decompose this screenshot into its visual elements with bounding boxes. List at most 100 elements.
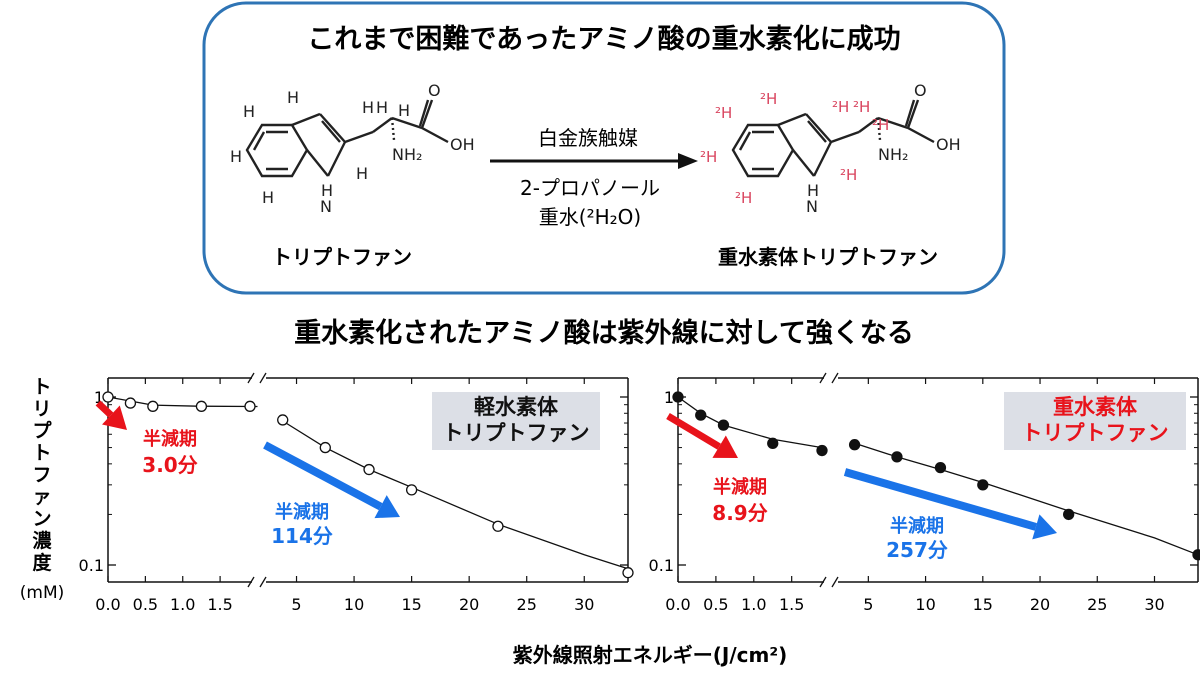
y-axis-label-char: リ [32,398,51,420]
atom-h: H [230,147,242,166]
atom-deuterium: ²H [832,98,849,116]
data-point [277,414,289,426]
x-tick-label: 1.5 [207,595,232,614]
data-point [147,400,159,412]
x-tick-label: 30 [1144,595,1164,614]
x-tick-label: 15 [973,595,993,614]
y-tick-label: 1 [664,388,674,407]
y-axis-label-char: ト [32,376,51,398]
atom-deuterium: ²H [735,189,752,207]
arrow-solvent: 2-プロパノール [520,176,660,200]
legend-label: トリプトファン [443,421,590,445]
legend-box [432,392,600,450]
subtitle: 重水素化されたアミノ酸は紫外線に対して強くなる [294,317,914,349]
data-point [672,391,684,403]
deuterated-tryptophan-structure [731,99,935,178]
tryptophan-structure [245,99,449,178]
atom-deuterium: ²H [840,166,857,184]
atom-h: H [356,164,368,183]
top-box [202,1,1006,295]
axis-break-mark [247,372,255,384]
data-point [816,444,828,457]
atom-nh2: NH₂ [878,145,908,164]
half-life-label: 半減期 [890,515,944,537]
x-tick-label: 10 [344,595,364,614]
data-point [195,400,208,412]
fit-curve [677,396,823,449]
axis-break-mark [831,576,839,588]
y-tick-label: 0.1 [79,556,104,575]
x-tick-label: 25 [517,595,537,614]
blue-arrow-head [1032,514,1057,540]
half-life-label: 半減期 [713,476,767,498]
tryptophan-atom-labels: H H H H H H H H O OH NH₂ H N [230,81,475,216]
atom-deuterium: ²H [872,116,889,134]
data-point [244,400,256,412]
deuterium-atom-labels: ²H ²H ²H ²H ²H ²H ²H ²H [700,90,889,207]
atom-h: H [321,181,333,200]
data-point [1063,508,1075,521]
x-axis-label: 紫外線照射エネルギー(J/cm²) [513,643,787,667]
x-tick-label: 5 [291,595,301,614]
x-tick-label: 0.5 [133,595,158,614]
half-life-label: 半減期 [143,428,197,450]
x-tick-label: 0.0 [665,595,690,614]
x-tick-label: 15 [401,595,421,614]
arrow-heavy-water: 重水(²H₂O) [539,205,641,229]
atom-h: H [807,181,819,200]
atom-oh: OH [450,135,475,154]
axis-break-mark [259,576,267,588]
half-life-value: 8.9分 [712,501,767,525]
data-point [848,439,861,451]
atom-deuterium: ²H [853,98,870,116]
atom-h: H [287,88,299,107]
atom-h: H [398,101,410,120]
x-tick-label: 20 [459,595,479,614]
product-name: 重水素体トリプトファン [718,245,938,269]
data-point [891,451,903,463]
atom-n: N [320,197,332,216]
x-tick-label: 5 [863,595,873,614]
atom-deuterium: ²H [700,148,717,166]
chart-light-tryptophan: 10.10.0 0.5 1.0 1.5 5 10 15 20 25 30軽水素体トリプトファン半減… [79,372,634,614]
axis-break-mark [831,372,839,384]
data-point [977,479,989,491]
data-point [717,419,730,431]
x-tick-label: 1.0 [741,595,766,614]
red-arrow [666,412,721,450]
x-tick-label: 20 [1030,595,1050,614]
y-tick-label: 0.1 [649,556,674,575]
y-axis-unit: (mM) [20,583,65,603]
product-atom-labels: O OH NH₂ H N [806,81,961,216]
atom-n: N [806,197,818,216]
legend-label: 軽水素体 [474,395,559,419]
atom-h: H [262,188,274,207]
red-arrow-head [712,435,738,458]
half-life-value: 257分 [886,538,948,562]
y-axis-label-char: 度 [32,551,52,574]
data-point [767,437,779,449]
x-tick-label: 25 [1087,595,1107,614]
data-point [622,567,634,579]
axis-break-mark [259,372,267,384]
y-axis-label-char: フ [32,464,51,486]
data-point [102,391,114,403]
x-tick-label: 1.5 [779,595,804,614]
x-tick-label: 1.0 [170,595,195,614]
atom-h: H [243,102,255,121]
atom-deuterium: ²H [760,90,777,108]
half-life-value: 114分 [271,524,333,548]
chart-deuterated-tryptophan: 1 0.1 0.0 0.5 1.0 1.5 5 10 15 20 25 30 重水素体トリプトファン半減… [649,372,1200,614]
legend-label: トリプトファン [1022,421,1169,445]
axis-break-mark [819,576,827,588]
atom-h: H [376,98,388,117]
top-title: これまで困難であったアミノ酸の重水素化に成功 [307,24,900,55]
atom-o: O [914,81,927,100]
x-tick-label: 30 [574,595,594,614]
y-axis-label-char: ァ [32,486,51,508]
data-point [492,520,504,532]
data-point [934,461,947,474]
half-life-label: 半減期 [275,501,329,523]
